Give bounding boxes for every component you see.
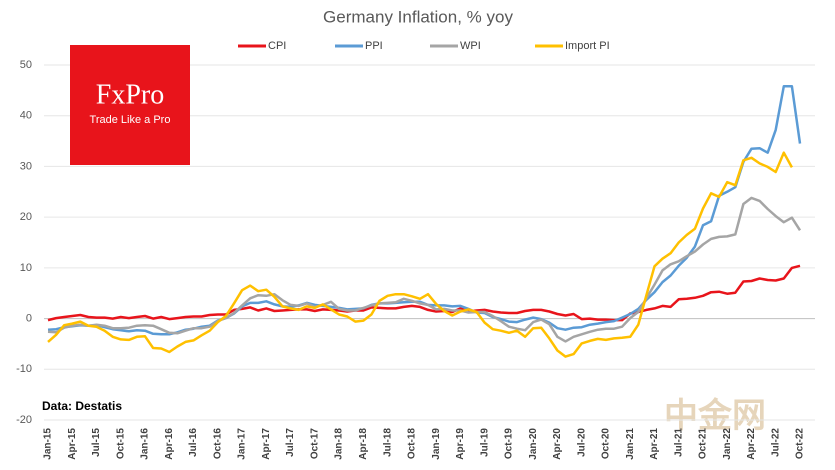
- x-tick-label: Jul-18: [382, 428, 393, 457]
- logo-name: FxPro: [96, 79, 164, 110]
- x-tick-label: Apr-19: [455, 428, 466, 460]
- watermark: 中金网: [664, 396, 766, 435]
- x-tick-label: Oct-18: [407, 428, 418, 460]
- chart-title: Germany Inflation, % yoy: [323, 7, 513, 26]
- legend-label: CPI: [268, 40, 286, 52]
- y-tick-label: 40: [20, 110, 32, 122]
- x-tick-label: Oct-21: [698, 428, 709, 460]
- x-tick-label: Apr-17: [261, 428, 272, 460]
- x-tick-label: Apr-20: [552, 428, 563, 460]
- y-tick-label: 30: [20, 160, 32, 172]
- x-tick-label: Jul-15: [91, 428, 102, 457]
- x-tick-label: Oct-19: [504, 428, 515, 460]
- x-tick-label: Oct-17: [309, 428, 320, 460]
- x-tick-label: Jan-22: [722, 428, 733, 460]
- x-tick-label: Jul-20: [576, 428, 587, 457]
- y-tick-label: 50: [20, 59, 32, 71]
- series-line: [47, 264, 801, 322]
- x-tick-label: Jul-17: [285, 428, 296, 457]
- y-tick-label: 20: [20, 211, 32, 223]
- x-tick-label: Jan-20: [528, 428, 539, 460]
- legend-label: PPI: [365, 40, 383, 52]
- y-tick-label: -10: [16, 363, 32, 375]
- y-tick-label: 0: [26, 312, 32, 324]
- x-tick-label: Apr-16: [164, 428, 175, 460]
- x-tick-label: Apr-18: [358, 428, 369, 460]
- legend-label: Import PI: [565, 40, 610, 52]
- x-tick-label: Jul-16: [188, 428, 199, 457]
- x-tick-label: Oct-20: [601, 428, 612, 460]
- logo-tagline: Trade Like a Pro: [90, 114, 171, 126]
- x-tick-label: Jan-19: [431, 428, 442, 460]
- x-tick-label: Jul-21: [673, 428, 684, 457]
- x-tick-label: Jan-18: [334, 428, 345, 460]
- x-tick-label: Oct-15: [115, 428, 126, 460]
- x-tick-label: Apr-22: [746, 428, 757, 460]
- x-tick-label: Jul-19: [479, 428, 490, 457]
- legend-label: WPI: [460, 40, 481, 52]
- annotation: Data: Destatis: [42, 399, 122, 413]
- x-tick-label: Jan-17: [237, 428, 248, 460]
- y-tick-label: -20: [16, 414, 32, 426]
- x-tick-label: Jan-21: [625, 428, 636, 460]
- series-line: [47, 151, 793, 358]
- x-tick-label: Jul-22: [770, 428, 781, 457]
- x-tick-label: Oct-22: [795, 428, 806, 460]
- series-line: [47, 196, 802, 343]
- logo-box: [70, 45, 190, 165]
- x-tick-label: Oct-16: [212, 428, 223, 460]
- x-tick-label: Jan-15: [43, 428, 54, 460]
- x-tick-label: Jan-16: [140, 428, 151, 460]
- x-tick-label: Apr-15: [67, 428, 78, 460]
- y-tick-label: 10: [20, 262, 32, 274]
- x-tick-label: Apr-21: [649, 428, 660, 460]
